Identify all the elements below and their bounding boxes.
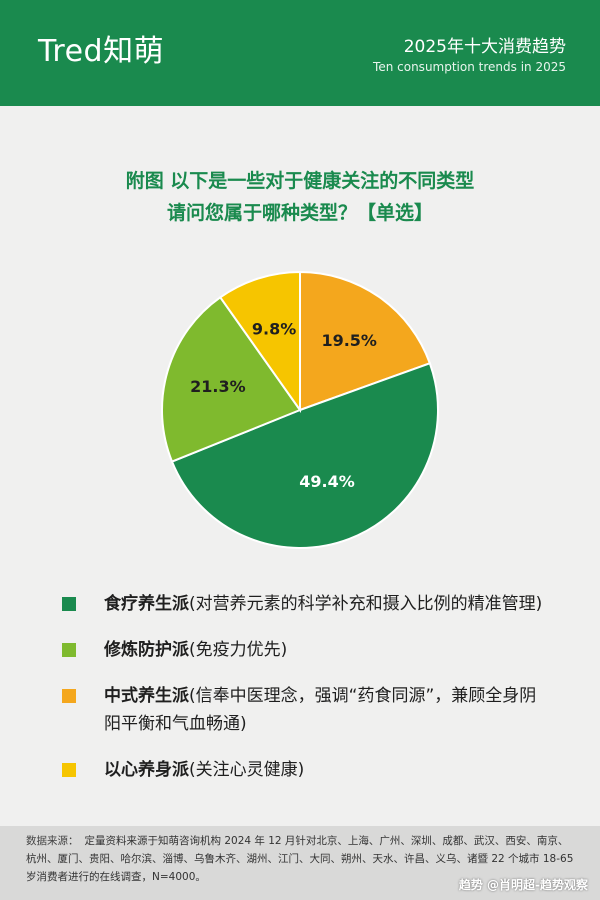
legend-name: 修炼防护派	[104, 640, 189, 660]
header-subtitle: Ten consumption trends in 2025	[373, 60, 566, 74]
slice-label-3: 19.5%	[321, 331, 377, 350]
slice-label-4: 9.8%	[252, 319, 296, 338]
legend-text: 中式养生派(信奉中医理念，强调“药食同源”，兼顾全身阴阳平衡和气血畅通)	[104, 682, 552, 738]
footer: 数据来源： 定量资料来源于知萌咨询机构 2024 年 12 月针对北京、上海、广州…	[0, 826, 600, 900]
figure-title-line1: 附图 以下是一些对于健康关注的不同类型	[125, 170, 475, 192]
legend: 食疗养生派(对营养元素的科学补充和摄入比例的精准管理) 修炼防护派(免疫力优先) 中…	[62, 590, 552, 802]
pie-slice-3	[299, 270, 432, 412]
legend-item-4: 以心养身派(关注心灵健康)	[62, 756, 552, 784]
pie-slice-1	[170, 361, 439, 549]
header-banner: Tred知萌 2025年十大消费趋势 Ten consumption trend…	[0, 0, 600, 106]
legend-desc: (免疫力优先)	[189, 640, 288, 660]
legend-item-3: 中式养生派(信奉中医理念，强调“药食同源”，兼顾全身阴阳平衡和气血畅通)	[62, 682, 552, 738]
legend-text: 修炼防护派(免疫力优先)	[104, 636, 552, 664]
legend-item-2: 修炼防护派(免疫力优先)	[62, 636, 552, 664]
legend-text: 以心养身派(关注心灵健康)	[104, 756, 552, 784]
legend-text: 食疗养生派(对营养元素的科学补充和摄入比例的精准管理)	[104, 590, 552, 618]
legend-swatch	[62, 689, 76, 703]
figure-title-line2: 请问您属于哪种类型？【单选】	[166, 202, 433, 224]
data-source-label: 数据来源：	[26, 835, 79, 847]
data-source-text: 定量资料来源于知萌咨询机构 2024 年 12 月针对北京、上海、广州、深圳、成…	[26, 835, 574, 883]
data-source-note: 数据来源： 定量资料来源于知萌咨询机构 2024 年 12 月针对北京、上海、广州…	[26, 832, 574, 886]
author-credit: 趋势 @肖明超-趋势观察	[458, 878, 588, 892]
legend-swatch	[62, 597, 76, 611]
legend-name: 食疗养生派	[104, 594, 189, 614]
legend-name: 以心养身派	[104, 760, 189, 780]
legend-item-1: 食疗养生派(对营养元素的科学补充和摄入比例的精准管理)	[62, 590, 552, 618]
slice-label-1: 49.4%	[299, 472, 355, 491]
legend-name: 中式养生派	[104, 686, 189, 706]
legend-desc: (对营养元素的科学补充和摄入比例的精准管理)	[189, 594, 543, 614]
slice-label-2: 21.3%	[190, 377, 246, 396]
brand-logo: Tred知萌	[38, 34, 165, 69]
header-title: 2025年十大消费趋势	[403, 37, 566, 57]
legend-desc: (信奉中医理念，强调“药食同源”，兼顾全身阴阳平衡和气血畅通)	[104, 686, 537, 734]
pie-slice-4	[218, 270, 301, 414]
legend-desc: (关注心灵健康)	[189, 760, 305, 780]
legend-swatch	[62, 763, 76, 777]
pie-slice-2	[161, 295, 302, 463]
legend-swatch	[62, 643, 76, 657]
